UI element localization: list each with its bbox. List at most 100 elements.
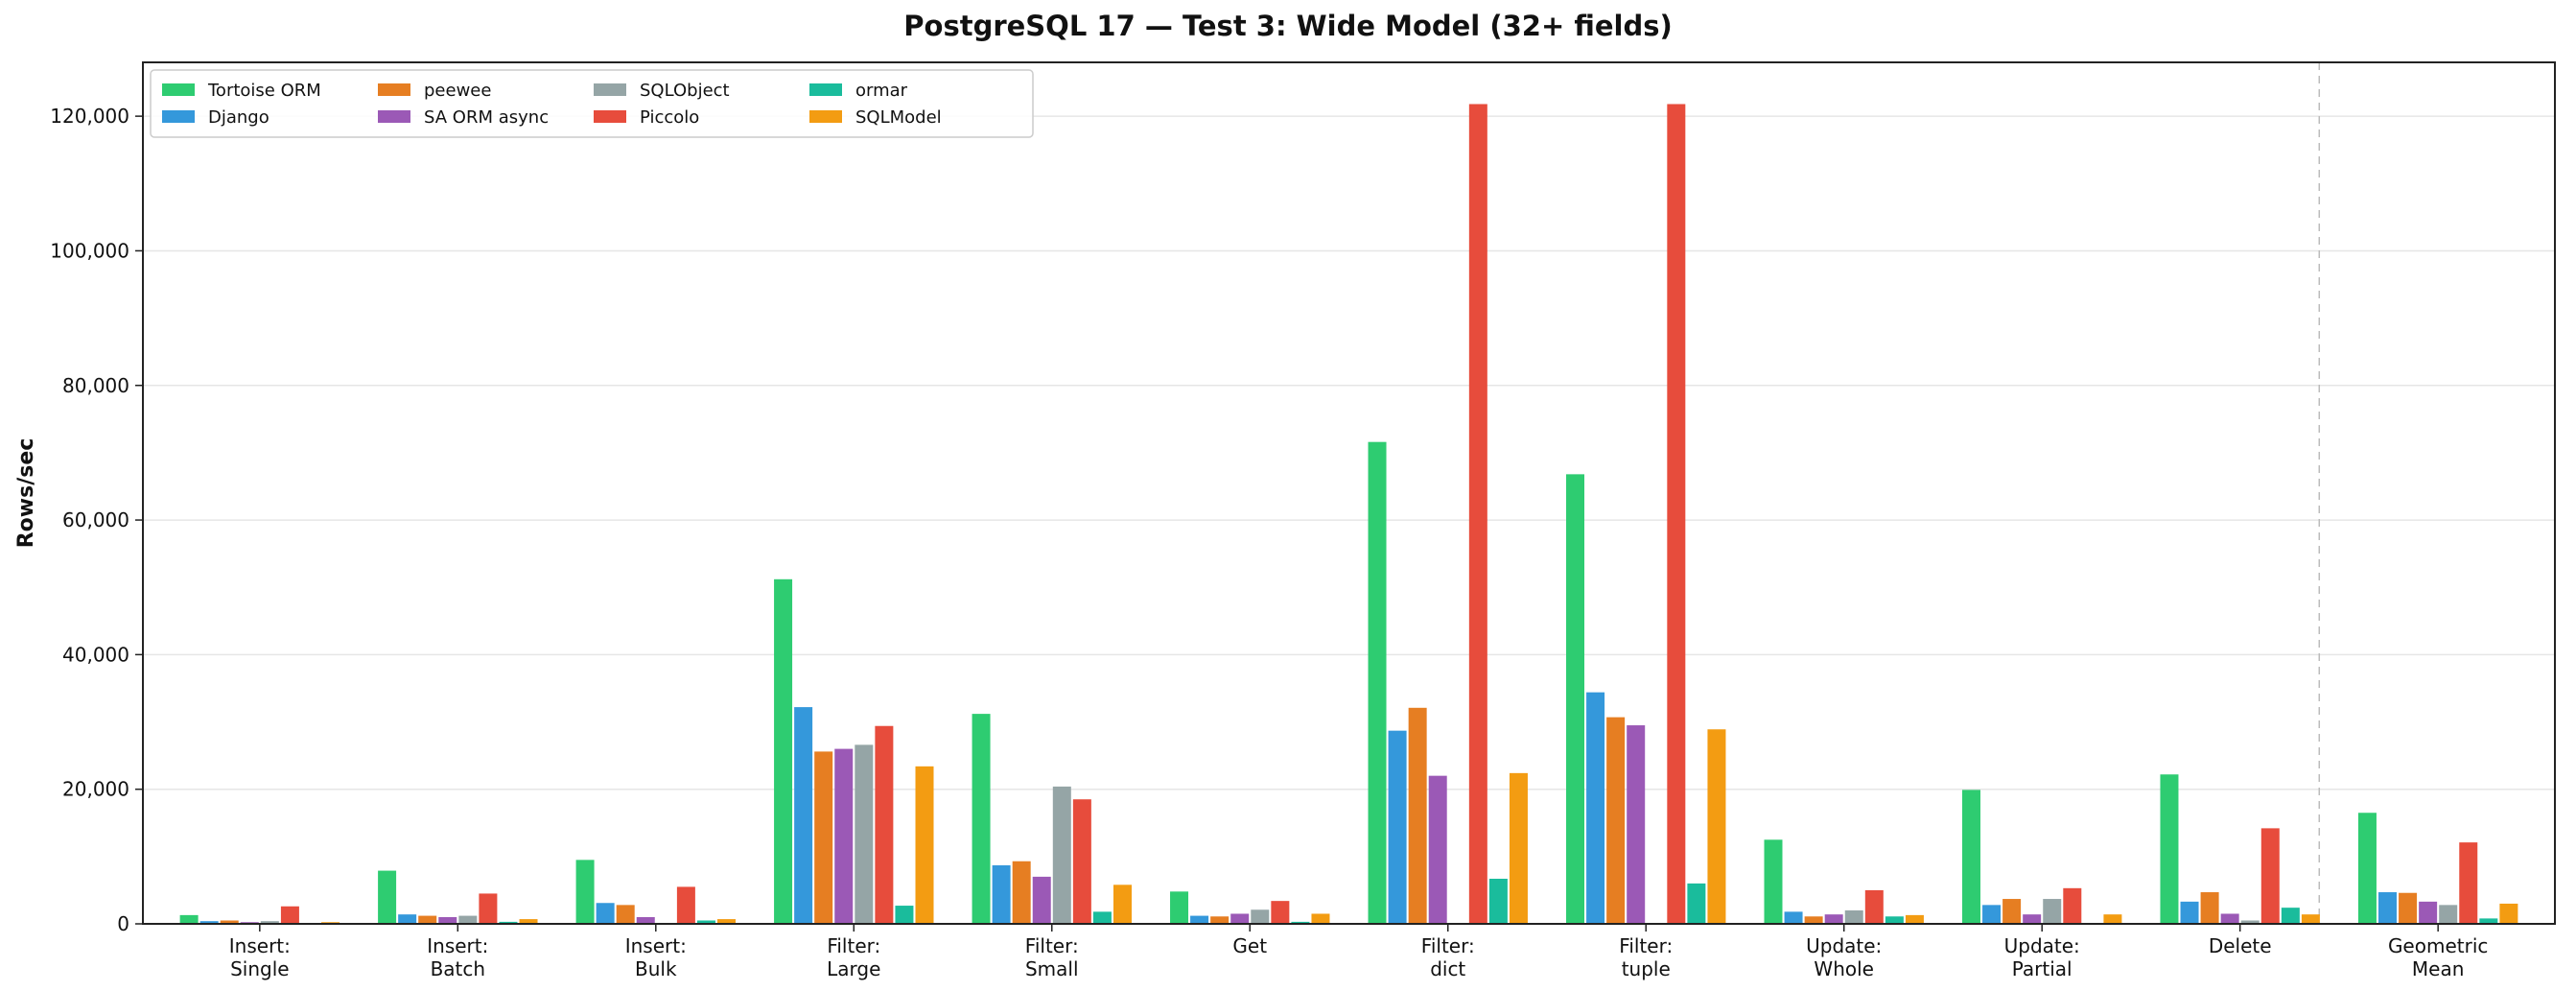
bar-tortoise-orm bbox=[179, 914, 199, 924]
x-tick-label: Update: bbox=[2004, 934, 2080, 957]
x-tick-label: Geometric bbox=[2388, 934, 2488, 957]
bar-peewee bbox=[1012, 861, 1031, 924]
bar-django bbox=[2180, 901, 2199, 924]
bar-tortoise-orm bbox=[378, 870, 397, 924]
bar-django bbox=[1190, 915, 1209, 924]
bar-piccolo bbox=[1667, 104, 1686, 924]
bar-sa-orm-async bbox=[2023, 914, 2042, 924]
bar-sqlmodel bbox=[519, 919, 538, 924]
x-tick-label: Get bbox=[1232, 934, 1267, 957]
legend-label: SQLObject bbox=[640, 81, 730, 101]
bar-peewee bbox=[2200, 892, 2219, 924]
bar-sqlmodel bbox=[915, 766, 934, 924]
y-tick-label: 40,000 bbox=[62, 643, 129, 666]
bar-django bbox=[1586, 692, 1605, 924]
x-tick-label: dict bbox=[1430, 957, 1465, 980]
x-tick-label: Insert: bbox=[625, 934, 687, 957]
bar-piccolo bbox=[1271, 901, 1290, 924]
x-tick-label: Filter: bbox=[827, 934, 880, 957]
bar-django bbox=[398, 914, 417, 924]
x-tick-label: tuple bbox=[1622, 957, 1671, 980]
x-tick-label: Whole bbox=[1814, 957, 1874, 980]
axes: 0 20,000 40,000 60,000 80,000 100,000 120,000 I… bbox=[50, 61, 2556, 980]
x-tick-label: Filter: bbox=[1025, 934, 1079, 957]
bar-sqlobject bbox=[1052, 786, 1071, 924]
x-tick-label: Large bbox=[827, 957, 880, 980]
bar-peewee bbox=[1408, 707, 1427, 924]
legend-label: peewee bbox=[424, 81, 491, 101]
bar-peewee bbox=[418, 915, 437, 924]
bar-sa-orm-async bbox=[438, 916, 457, 924]
x-tick-label: Update: bbox=[1806, 934, 1882, 957]
bar-sa-orm-async bbox=[834, 748, 854, 924]
bar-django bbox=[2378, 892, 2398, 924]
bar-piccolo bbox=[2260, 828, 2280, 924]
bar-peewee bbox=[1210, 916, 1229, 924]
legend-swatch bbox=[809, 83, 842, 96]
bar-sqlmodel bbox=[1311, 913, 1330, 924]
legend-label: SQLModel bbox=[855, 107, 942, 128]
bar-ormar bbox=[2479, 918, 2498, 924]
bar-peewee bbox=[814, 751, 833, 924]
bar-sqlobject bbox=[1251, 909, 1270, 924]
y-tick-label: 20,000 bbox=[62, 778, 129, 801]
bar-django bbox=[596, 903, 615, 924]
bar-peewee bbox=[2002, 899, 2022, 924]
legend-swatch bbox=[162, 110, 195, 123]
bar-sa-orm-async bbox=[636, 916, 655, 924]
bar-peewee bbox=[2399, 892, 2418, 924]
bar-piccolo bbox=[676, 886, 695, 924]
legend-swatch bbox=[378, 110, 410, 123]
x-tick-label: Bulk bbox=[635, 957, 677, 980]
bar-django bbox=[199, 921, 219, 924]
x-tick-label: Delete bbox=[2209, 934, 2272, 957]
bar-sa-orm-async bbox=[1824, 914, 1843, 924]
legend-label: Tortoise ORM bbox=[207, 81, 321, 101]
bar-django bbox=[794, 707, 813, 924]
bar-sqlmodel bbox=[1905, 914, 1924, 924]
legend: Tortoise ORM Django peewee SA ORM async SQLO… bbox=[150, 69, 1034, 138]
legend-swatch bbox=[594, 110, 626, 123]
bar-sa-orm-async bbox=[1230, 913, 1250, 924]
chart-title: PostgreSQL 17 — Test 3: Wide Model (32+ … bbox=[903, 10, 1672, 42]
bar-piccolo bbox=[479, 893, 498, 924]
bar-sqlobject bbox=[458, 915, 478, 924]
bar-sqlmodel bbox=[1707, 729, 1726, 924]
legend-label: Piccolo bbox=[640, 107, 699, 128]
bar-sqlmodel bbox=[1509, 772, 1528, 924]
plot-frame bbox=[142, 61, 2556, 925]
x-tick-label: Batch bbox=[431, 957, 486, 980]
x-tick-label: Small bbox=[1025, 957, 1079, 980]
bar-sqlobject bbox=[2439, 905, 2458, 924]
bar-ormar bbox=[1885, 916, 1904, 924]
bar-django bbox=[1982, 905, 2002, 924]
legend-label: SA ORM async bbox=[424, 107, 549, 128]
x-tick-label: Filter: bbox=[1421, 934, 1475, 957]
bar-sqlmodel bbox=[2103, 914, 2122, 924]
bar-sqlmodel bbox=[2499, 903, 2518, 924]
x-tick-label: Partial bbox=[2012, 957, 2073, 980]
bar-sqlmodel bbox=[2301, 914, 2320, 924]
bar-tortoise-orm bbox=[1368, 441, 1387, 924]
bar-sqlobject bbox=[1844, 909, 1863, 924]
bar-tortoise-orm bbox=[2357, 813, 2377, 924]
bar-peewee bbox=[1606, 717, 1626, 924]
y-tick-label: 80,000 bbox=[62, 374, 129, 397]
bar-peewee bbox=[1804, 916, 1823, 924]
legend-label: Django bbox=[208, 107, 269, 128]
bar-sqlobject bbox=[2240, 920, 2260, 924]
y-tick-label: 120,000 bbox=[50, 105, 129, 128]
bar-sqlobject bbox=[260, 921, 279, 924]
x-tick-label: Insert: bbox=[427, 934, 488, 957]
y-tick-label: 100,000 bbox=[50, 239, 129, 262]
bar-ormar bbox=[1092, 911, 1112, 924]
bar-peewee bbox=[220, 920, 239, 924]
bar-piccolo bbox=[875, 725, 894, 924]
bar-peewee bbox=[616, 905, 635, 924]
legend-label: ormar bbox=[855, 81, 908, 101]
bar-sa-orm-async bbox=[1627, 725, 1646, 924]
legend-swatch bbox=[594, 83, 626, 96]
bar-sa-orm-async bbox=[1032, 876, 1051, 924]
bar-django bbox=[1388, 730, 1407, 924]
bar-ormar bbox=[696, 920, 715, 924]
